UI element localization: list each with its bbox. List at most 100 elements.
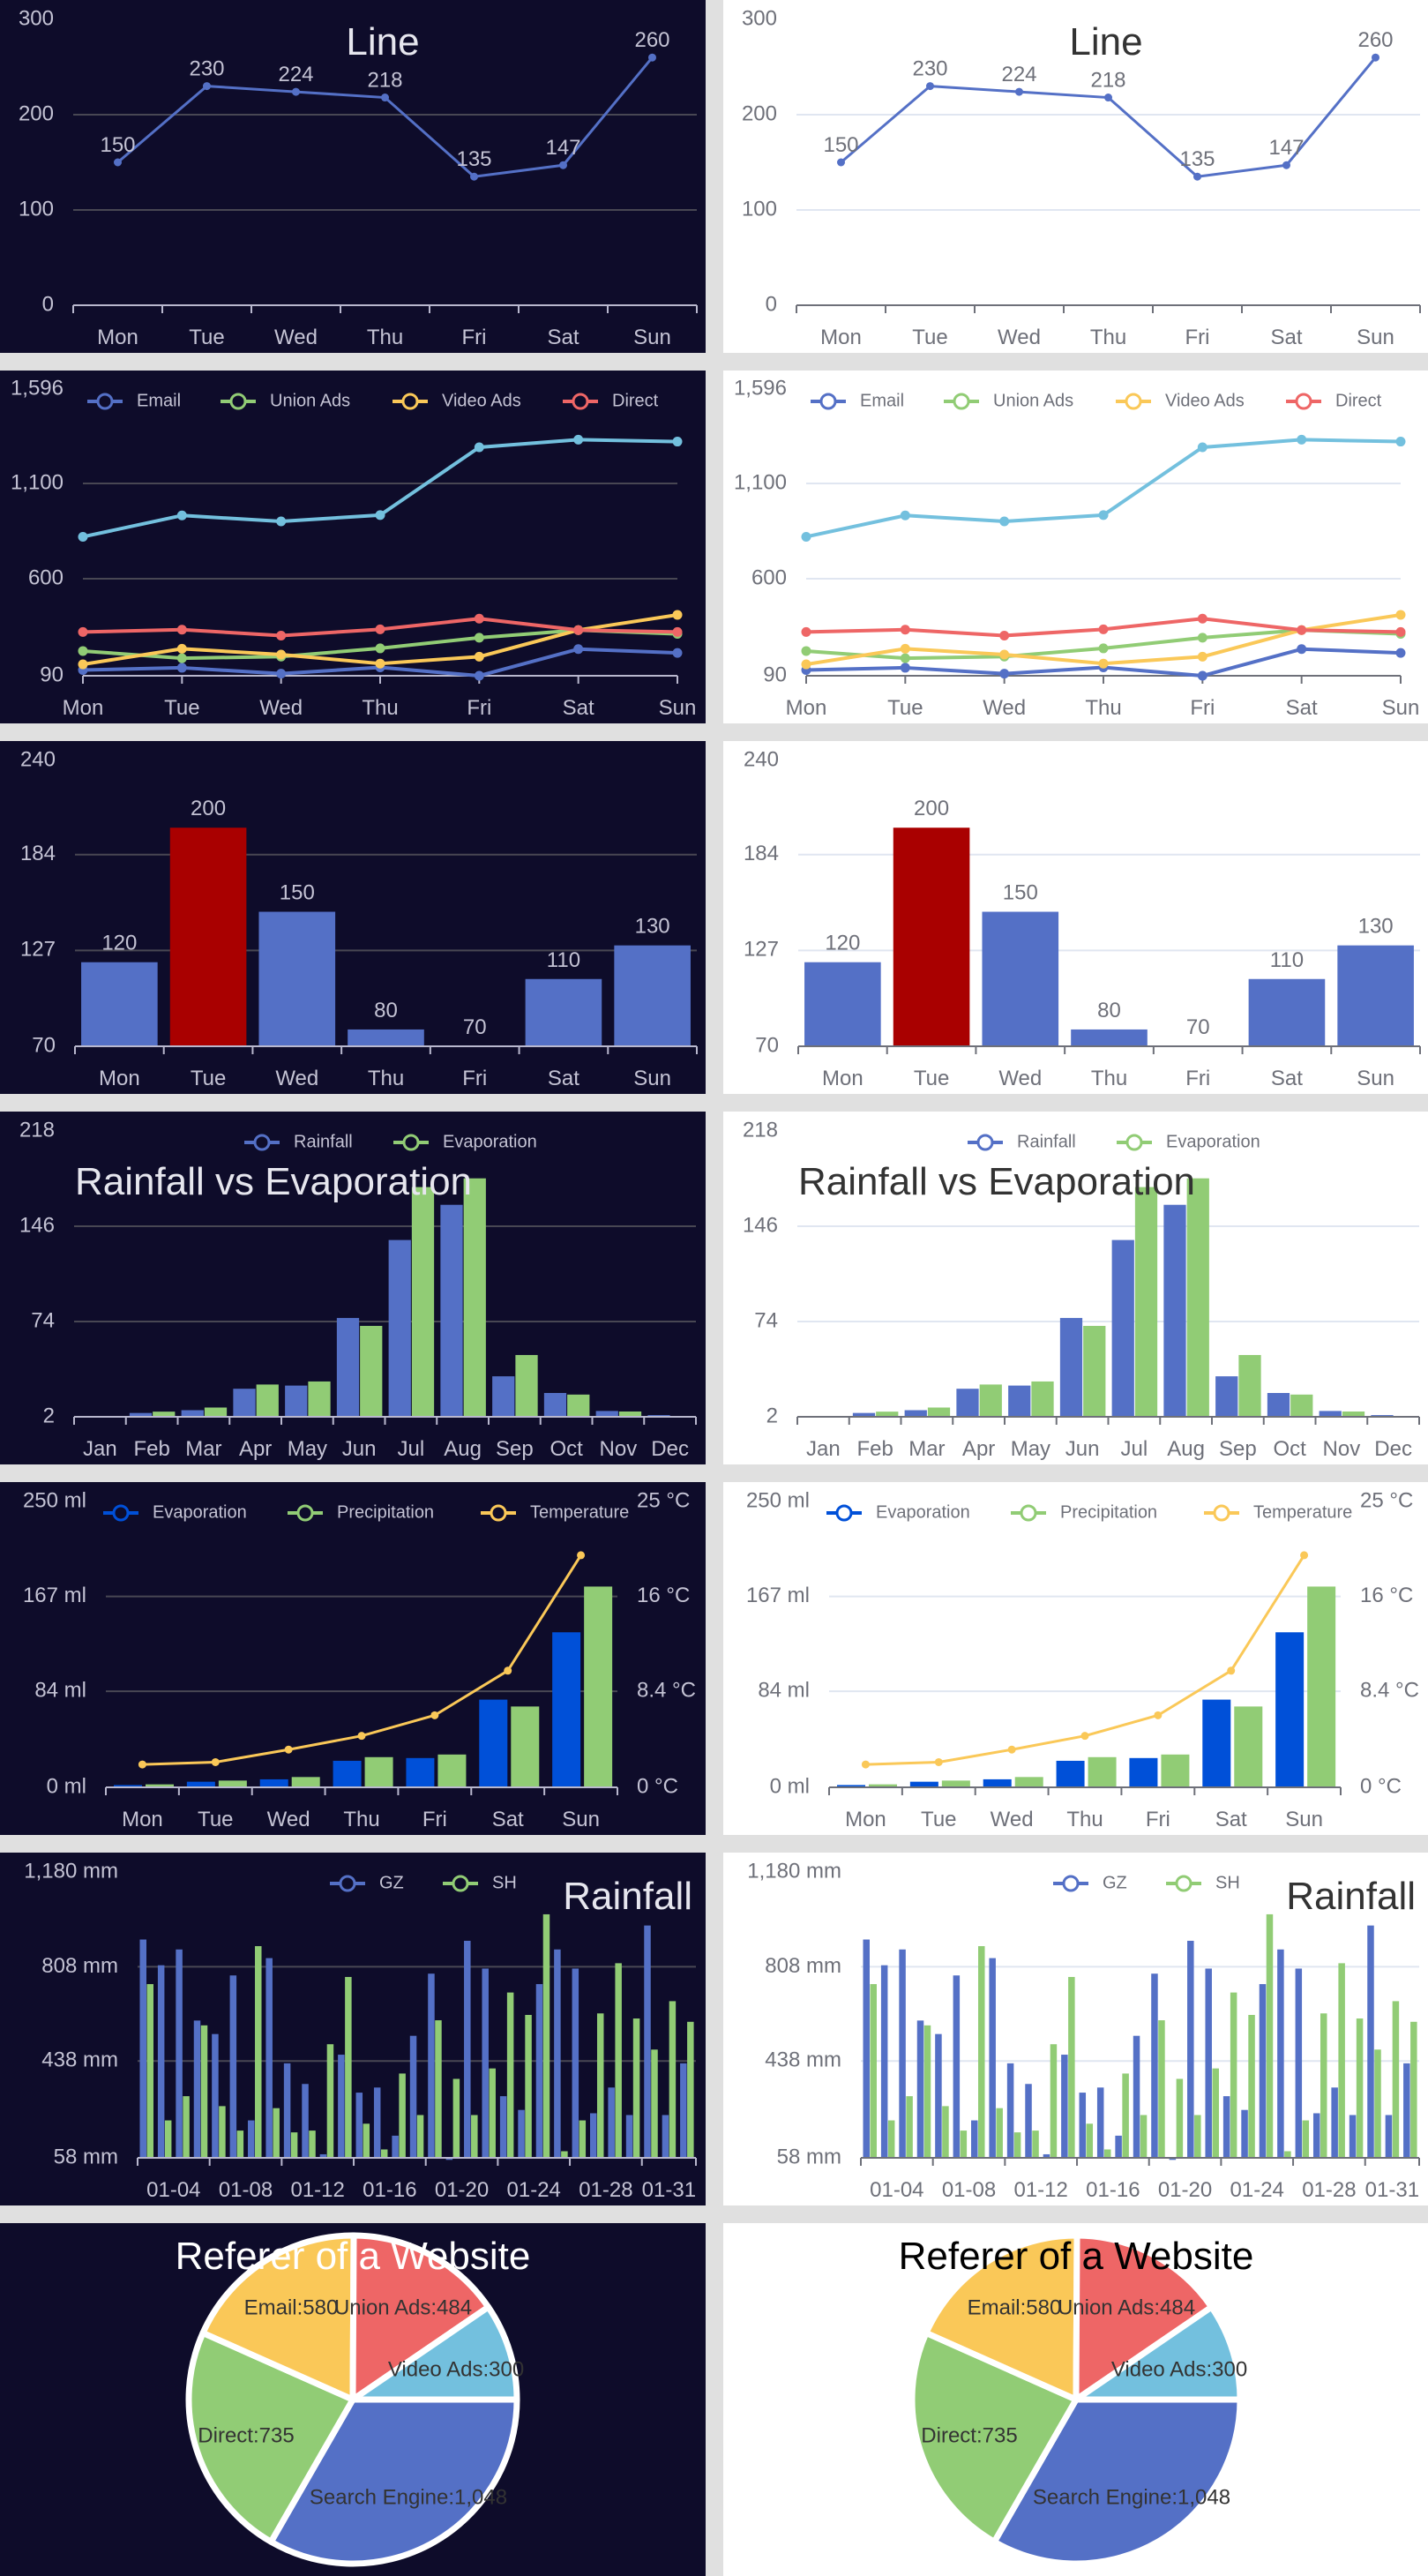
bar	[978, 1946, 985, 2158]
legend-item[interactable]: Evaporation	[826, 1502, 970, 1522]
pie-slice[interactable]	[1073, 2232, 1215, 2403]
legend-item[interactable]: Temperature	[481, 1502, 629, 1522]
data-point	[375, 624, 385, 634]
legend-circle-icon	[819, 393, 837, 410]
bar	[916, 2020, 924, 2158]
bar-chart-dark: 70 127 184 240 120 200 150 80 70 110 130 Mon Tue Wed T…	[0, 741, 706, 1094]
pie-slice[interactable]	[185, 2329, 356, 2545]
bar	[309, 2130, 316, 2158]
y-tick-label: 90	[40, 663, 64, 686]
x-tick-label: Apr	[239, 1437, 272, 1461]
pie-slice[interactable]	[199, 2232, 357, 2403]
data-point	[934, 1757, 943, 1766]
bar	[1140, 2115, 1148, 2158]
legend-item[interactable]: Rainfall	[968, 1132, 1076, 1151]
legend-item[interactable]: Video Ads	[393, 391, 521, 410]
bar	[1134, 1187, 1158, 1417]
pie-slice[interactable]	[349, 2303, 520, 2403]
data-point	[1098, 510, 1109, 520]
pie-slice[interactable]	[349, 2232, 492, 2403]
pie-slice[interactable]	[1073, 2303, 1244, 2403]
y-tick-label: 1,180 mm	[24, 1859, 118, 1883]
data-point	[470, 172, 478, 181]
bar	[1356, 2018, 1364, 2158]
x-tick-label: 01-08	[219, 2178, 273, 2202]
legend-item[interactable]: Union Ads	[944, 391, 1073, 410]
legend-item[interactable]: GZ	[1053, 1873, 1127, 1892]
bar	[291, 1777, 320, 1787]
y-tick-label: 127	[744, 938, 779, 962]
bar	[971, 2120, 978, 2158]
x-tick-label: Sat	[547, 326, 579, 349]
bar	[927, 1407, 951, 1417]
legend-item[interactable]: Temperature	[1204, 1502, 1352, 1522]
bar	[941, 1780, 970, 1787]
pie-slice[interactable]	[908, 2329, 1080, 2545]
x-tick-label: Apr	[962, 1437, 995, 1461]
legend-circle-icon	[1125, 393, 1142, 410]
rainfall-evaporation-chart-light: 2 74 146 218 Jan Feb Mar Apr May Jun Jul Aug Sep Oct N…	[723, 1112, 1428, 1464]
chart-title: Rainfall	[1286, 1875, 1416, 1918]
legend-label: Precipitation	[337, 1502, 434, 1522]
bar	[146, 1784, 174, 1787]
legend-item[interactable]: Evaporation	[1117, 1132, 1260, 1151]
legend-item[interactable]: Direct	[563, 391, 659, 410]
bar	[1338, 1963, 1345, 2158]
data-point	[648, 53, 656, 62]
legend-item[interactable]: SH	[443, 1873, 517, 1892]
legend-label: Direct	[1335, 391, 1382, 410]
legend-item[interactable]: Evaporation	[393, 1132, 537, 1151]
x-tick-label: 01-08	[942, 2178, 996, 2202]
legend-circle-icon	[229, 393, 247, 410]
legend-item[interactable]: Direct	[1286, 391, 1382, 410]
bar	[218, 1780, 247, 1787]
data-point	[1395, 626, 1406, 637]
data-point	[573, 434, 584, 445]
legend-item[interactable]: Rainfall	[244, 1132, 353, 1151]
bar	[428, 1973, 435, 2158]
y-tick-label: 90	[763, 663, 787, 686]
bar	[1103, 2149, 1111, 2158]
bar	[518, 2109, 525, 2158]
bar	[595, 1411, 618, 1417]
bar	[625, 2115, 633, 2158]
bar	[904, 1410, 927, 1417]
legend-item[interactable]: Email	[811, 391, 904, 410]
x-tick-label: Tue	[164, 696, 199, 720]
legend-item[interactable]: SH	[1166, 1873, 1240, 1892]
x-tick-label: Mon	[63, 696, 104, 720]
chart-title: Referer of a Website	[176, 2235, 531, 2278]
x-tick-label: Tue	[912, 326, 947, 349]
bar	[956, 1389, 979, 1417]
data-label: 120	[825, 932, 860, 955]
data-point	[1197, 442, 1207, 453]
bar	[364, 1756, 393, 1787]
bar	[1277, 1949, 1284, 2158]
bar	[388, 1239, 411, 1417]
bar	[1013, 2132, 1021, 2158]
data-point	[999, 649, 1010, 660]
y-tick-label: 600	[28, 565, 64, 589]
data-point	[276, 630, 287, 640]
data-point	[861, 1760, 870, 1769]
rainfall-gz-sh-chart-dark: 58 mm 438 mm 808 mm 1,180 mm 01-04 01-08 01-12…	[0, 1853, 706, 2205]
bar	[1115, 2135, 1122, 2158]
bar	[960, 2130, 968, 2158]
data-point	[1098, 658, 1109, 669]
legend-item[interactable]: Evaporation	[103, 1502, 247, 1522]
x-tick-label: Sun	[1357, 326, 1394, 349]
legend-item[interactable]: Union Ads	[221, 391, 350, 410]
legend-item[interactable]: Precipitation	[1011, 1502, 1157, 1522]
bar	[283, 2063, 291, 2158]
x-tick-label: Jan	[83, 1437, 117, 1461]
x-tick-label: Sun	[633, 1067, 671, 1090]
bar	[1068, 1976, 1075, 2158]
legend-item[interactable]: GZ	[330, 1873, 404, 1892]
legend-item[interactable]: Video Ads	[1116, 391, 1245, 410]
x-tick-label: Jan	[806, 1437, 841, 1461]
x-tick-label: Jul	[1121, 1437, 1148, 1461]
legend-item[interactable]: Precipitation	[288, 1502, 434, 1522]
data-label: 80	[1097, 999, 1121, 1022]
legend-item[interactable]: Email	[87, 391, 181, 410]
pie-slice[interactable]	[923, 2232, 1080, 2403]
